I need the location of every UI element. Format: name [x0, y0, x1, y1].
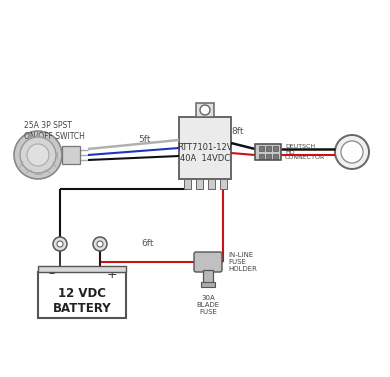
Text: 8ft: 8ft	[232, 127, 244, 136]
FancyBboxPatch shape	[208, 179, 215, 189]
FancyBboxPatch shape	[255, 144, 281, 160]
Circle shape	[53, 237, 67, 251]
FancyBboxPatch shape	[266, 146, 271, 150]
Text: LIGHT: LIGHT	[342, 149, 362, 155]
Circle shape	[14, 131, 62, 179]
FancyBboxPatch shape	[259, 153, 264, 158]
Text: –: –	[49, 268, 55, 280]
Circle shape	[57, 241, 63, 247]
Text: 12 VDC
BATTERY: 12 VDC BATTERY	[53, 287, 111, 315]
Text: IN-LINE
FUSE
HOLDER: IN-LINE FUSE HOLDER	[228, 252, 257, 272]
FancyBboxPatch shape	[259, 146, 264, 150]
Circle shape	[335, 135, 369, 169]
FancyBboxPatch shape	[179, 117, 231, 179]
Text: RTT7101-12V
40A  14VDC: RTT7101-12V 40A 14VDC	[177, 143, 233, 163]
FancyBboxPatch shape	[203, 270, 213, 284]
FancyBboxPatch shape	[220, 179, 227, 189]
FancyBboxPatch shape	[196, 103, 214, 117]
FancyBboxPatch shape	[38, 272, 126, 318]
Text: 5ft: 5ft	[139, 135, 151, 144]
FancyBboxPatch shape	[194, 252, 222, 272]
FancyBboxPatch shape	[201, 282, 215, 287]
Circle shape	[97, 241, 103, 247]
FancyBboxPatch shape	[196, 179, 203, 189]
Circle shape	[27, 144, 49, 166]
FancyBboxPatch shape	[266, 153, 271, 158]
FancyBboxPatch shape	[273, 153, 278, 158]
FancyBboxPatch shape	[184, 179, 191, 189]
Text: 25A 3P SPST
ON/OFF SWITCH: 25A 3P SPST ON/OFF SWITCH	[24, 121, 85, 140]
Text: +: +	[107, 268, 117, 280]
Circle shape	[200, 105, 210, 115]
Text: DEUTSCH
HD
CONNECTOR: DEUTSCH HD CONNECTOR	[285, 144, 325, 160]
Text: 6ft: 6ft	[142, 239, 154, 248]
Circle shape	[20, 137, 56, 173]
FancyBboxPatch shape	[273, 146, 278, 150]
Circle shape	[341, 141, 363, 163]
Text: 30A
BLADE
FUSE: 30A BLADE FUSE	[197, 295, 220, 315]
FancyBboxPatch shape	[62, 146, 80, 164]
FancyBboxPatch shape	[38, 266, 126, 272]
Circle shape	[93, 237, 107, 251]
